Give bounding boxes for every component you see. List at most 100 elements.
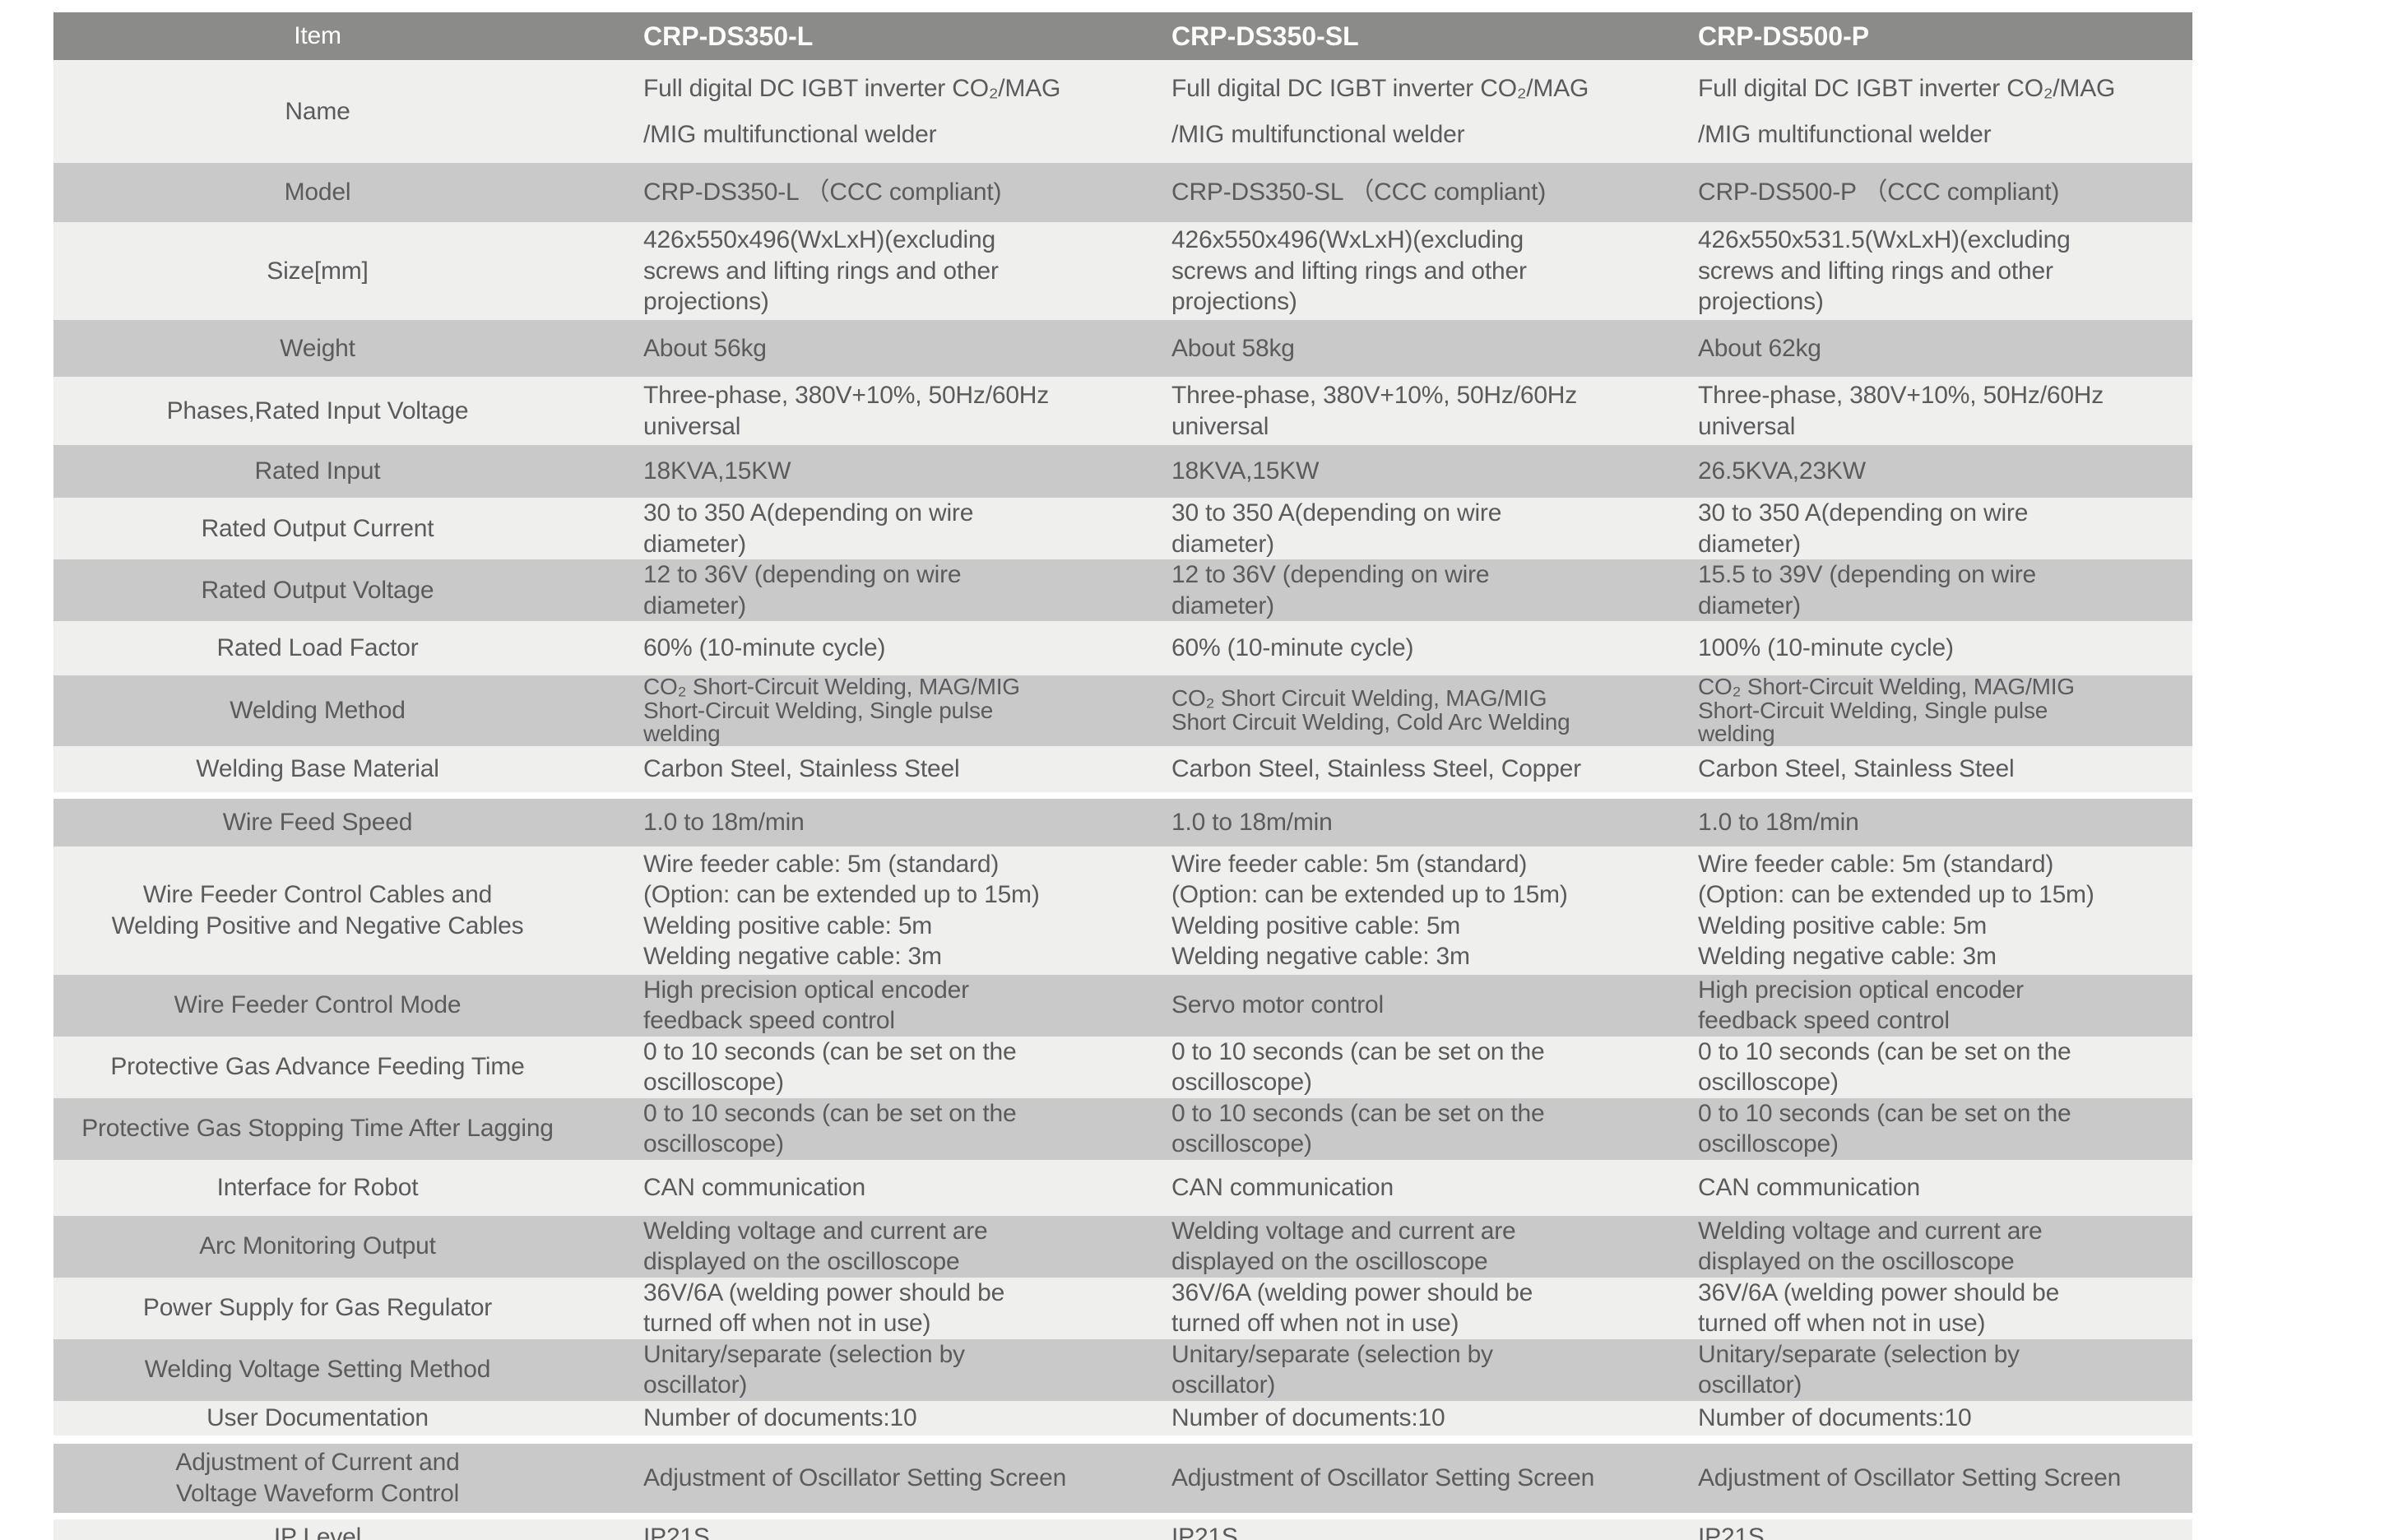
- cell-value: CAN communication: [643, 1173, 866, 1201]
- row-ip-level: IP Level IP21S IP21S IP21S: [53, 1519, 2192, 1540]
- cell-value: 60% (10-minute cycle): [1171, 634, 1414, 662]
- cell-value: About 58kg: [1171, 334, 1295, 362]
- row-arc-monitoring-output: Arc Monitoring Output Welding voltage an…: [53, 1215, 2192, 1278]
- cell-value: About 56kg: [643, 334, 767, 362]
- header-col-crp-ds350-sl: CRP-DS350-SL: [1171, 21, 1359, 51]
- row-label: Wire Feeder Control Cables and Welding P…: [111, 881, 524, 939]
- cell-value: CO₂ Short-Circuit Welding, MAG/MIG Short…: [643, 674, 1020, 747]
- row-name: Name Full digital DC IGBT inverter CO₂/M…: [53, 60, 2192, 163]
- cell-value: Full digital DC IGBT inverter CO₂/MAG /M…: [643, 75, 1061, 148]
- cell-value: CAN communication: [1698, 1173, 1921, 1201]
- cell-value: Unitary/separate (selection by oscillato…: [1698, 1340, 2020, 1399]
- cell-value: 18KVA,15KW: [643, 457, 791, 485]
- cell-value: 0 to 10 seconds (can be set on the oscil…: [1171, 1099, 1545, 1158]
- cell-value: Carbon Steel, Stainless Steel: [643, 754, 960, 782]
- row-rated-input: Rated Input 18KVA,15KW 18KVA,15KW 26.5KV…: [53, 445, 2192, 498]
- cell-value: 0 to 10 seconds (can be set on the oscil…: [643, 1099, 1017, 1158]
- cell-value: IP21S: [1698, 1524, 1765, 1540]
- cell-value: 0 to 10 seconds (can be set on the oscil…: [1698, 1037, 2071, 1097]
- row-label: Model: [284, 179, 351, 206]
- table-header-row: Item CRP-DS350-L CRP-DS350-SL CRP-DS500-…: [53, 12, 2192, 60]
- cell-value: CO₂ Short-Circuit Welding, MAG/MIG Short…: [1698, 674, 2075, 747]
- cell-value: 1.0 to 18m/min: [1171, 808, 1333, 836]
- cell-value: High precision optical encoder feedback …: [1698, 976, 2024, 1035]
- cell-value: 26.5KVA,23KW: [1698, 457, 1866, 485]
- cell-value: Wire feeder cable: 5m (standard) (Option…: [1698, 850, 2094, 971]
- cell-value: 12 to 36V (depending on wire diameter): [1171, 561, 1490, 619]
- spec-table: Item CRP-DS350-L CRP-DS350-SL CRP-DS500-…: [53, 12, 2192, 1540]
- row-weight: Weight About 56kg About 58kg About 62kg: [53, 320, 2192, 377]
- cell-value: 15.5 to 39V (depending on wire diameter): [1698, 561, 2036, 619]
- row-label: Protective Gas Stopping Time After Laggi…: [81, 1115, 554, 1143]
- cell-value: 0 to 10 seconds (can be set on the oscil…: [643, 1037, 1017, 1097]
- row-label: Phases,Rated Input Voltage: [166, 397, 469, 424]
- row-label: Rated Load Factor: [216, 634, 419, 662]
- cell-value: Carbon Steel, Stainless Steel, Copper: [1171, 754, 1581, 782]
- row-label: User Documentation: [206, 1403, 429, 1431]
- row-label: Wire Feed Speed: [222, 808, 413, 836]
- row-phases-rated-input-voltage: Phases,Rated Input Voltage Three-phase, …: [53, 377, 2192, 445]
- cell-value: Carbon Steel, Stainless Steel: [1698, 754, 2015, 782]
- cell-value: Full digital DC IGBT inverter CO₂/MAG /M…: [1171, 75, 1589, 148]
- cell-value: Servo motor control: [1171, 991, 1384, 1019]
- row-label: Welding Voltage Setting Method: [144, 1356, 491, 1384]
- cell-value: Unitary/separate (selection by oscillato…: [643, 1340, 965, 1399]
- cell-value: 426x550x531.5(WxLxH)(excluding screws an…: [1698, 226, 2071, 316]
- row-label: Wire Feeder Control Mode: [174, 991, 462, 1019]
- cell-value: 36V/6A (welding power should be turned o…: [1171, 1278, 1533, 1338]
- cell-value: 36V/6A (welding power should be turned o…: [1698, 1278, 2060, 1338]
- cell-value: Three-phase, 380V+10%, 50Hz/60Hz univers…: [1171, 382, 1578, 440]
- row-rated-output-current: Rated Output Current 30 to 350 A(dependi…: [53, 498, 2192, 559]
- row-label: Rated Input: [254, 457, 381, 485]
- cell-value: 426x550x496(WxLxH)(excluding screws and …: [1171, 226, 1527, 316]
- row-label: Interface for Robot: [216, 1173, 419, 1201]
- row-wire-feed-speed: Wire Feed Speed 1.0 to 18m/min 1.0 to 18…: [53, 798, 2192, 847]
- cell-value: Three-phase, 380V+10%, 50Hz/60Hz univers…: [643, 382, 1050, 440]
- cell-value: Three-phase, 380V+10%, 50Hz/60Hz univers…: [1698, 382, 2104, 440]
- row-model: Model CRP-DS350-L （CCC compliant) CRP-DS…: [53, 163, 2192, 222]
- row-wire-feeder-cables: Wire Feeder Control Cables and Welding P…: [53, 846, 2192, 975]
- cell-value: 36V/6A (welding power should be turned o…: [643, 1278, 1005, 1338]
- cell-value: Adjustment of Oscillator Setting Screen: [1698, 1463, 2122, 1491]
- cell-value: IP21S: [643, 1524, 710, 1540]
- row-label: IP Level: [273, 1524, 362, 1540]
- cell-value: Adjustment of Oscillator Setting Screen: [643, 1463, 1067, 1491]
- cell-value: 60% (10-minute cycle): [643, 634, 886, 662]
- row-power-supply-gas-regulator: Power Supply for Gas Regulator 36V/6A (w…: [53, 1277, 2192, 1339]
- row-label: Welding Method: [230, 697, 406, 725]
- cell-value: CRP-DS500-P （CCC compliant): [1698, 179, 2060, 206]
- cell-value: Full digital DC IGBT inverter CO₂/MAG /M…: [1698, 75, 2116, 148]
- row-size: Size[mm] 426x550x496(WxLxH)(excluding sc…: [53, 222, 2192, 320]
- cell-value: 426x550x496(WxLxH)(excluding screws and …: [643, 226, 999, 316]
- row-label: Power Supply for Gas Regulator: [142, 1294, 493, 1322]
- row-label: Arc Monitoring Output: [199, 1232, 436, 1260]
- row-wire-feeder-control-mode: Wire Feeder Control Mode High precision …: [53, 974, 2192, 1037]
- cell-value: Adjustment of Oscillator Setting Screen: [1171, 1463, 1595, 1491]
- cell-value: Number of documents:10: [1171, 1403, 1445, 1431]
- cell-value: CAN communication: [1171, 1173, 1394, 1201]
- cell-value: Wire feeder cable: 5m (standard) (Option…: [643, 850, 1040, 971]
- row-user-documentation: User Documentation Number of documents:1…: [53, 1400, 2192, 1436]
- cell-value: 0 to 10 seconds (can be set on the oscil…: [1698, 1099, 2071, 1158]
- cell-value: 100% (10-minute cycle): [1698, 634, 1954, 662]
- row-rated-output-voltage: Rated Output Voltage 12 to 36V (dependin…: [53, 559, 2192, 621]
- cell-value: Number of documents:10: [643, 1403, 917, 1431]
- cell-value: 0 to 10 seconds (can be set on the oscil…: [1171, 1037, 1545, 1097]
- row-welding-base-material: Welding Base Material Carbon Steel, Stai…: [53, 745, 2192, 792]
- cell-value: About 62kg: [1698, 334, 1821, 362]
- row-waveform-adjustment: Adjustment of Current and Voltage Wavefo…: [53, 1443, 2192, 1513]
- cell-value: Welding voltage and current are displaye…: [643, 1217, 988, 1276]
- cell-value: 30 to 350 A(depending on wire diameter): [1698, 499, 2029, 558]
- cell-value: Number of documents:10: [1698, 1403, 1972, 1431]
- row-rated-load-factor: Rated Load Factor 60% (10-minute cycle) …: [53, 621, 2192, 675]
- header-col-crp-ds500-p: CRP-DS500-P: [1698, 21, 1870, 51]
- cell-value: 30 to 350 A(depending on wire diameter): [643, 499, 974, 558]
- row-label: Name: [285, 97, 350, 125]
- cell-value: 1.0 to 18m/min: [643, 808, 805, 836]
- header-col-crp-ds350-l: CRP-DS350-L: [643, 21, 814, 51]
- row-welding-method: Welding Method CO₂ Short-Circuit Welding…: [53, 675, 2192, 746]
- cell-value: CRP-DS350-L （CCC compliant): [643, 179, 1002, 206]
- header-item: Item: [294, 22, 341, 50]
- cell-value: CRP-DS350-SL （CCC compliant): [1171, 179, 1547, 206]
